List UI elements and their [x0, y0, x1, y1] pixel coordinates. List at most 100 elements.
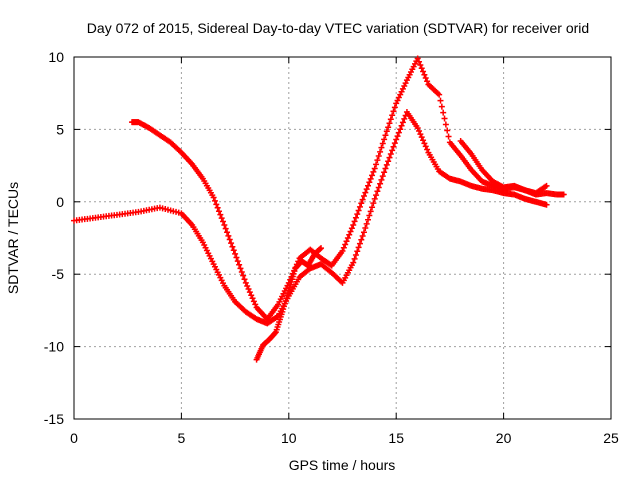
x-tick-label: 20 [496, 430, 512, 446]
y-axis-label: SDTVAR / TECUs [5, 182, 21, 294]
data-point [387, 151, 394, 158]
data-point [543, 182, 550, 189]
data-point [395, 94, 402, 101]
data-point [370, 200, 377, 207]
data-point [226, 236, 233, 243]
data-point [217, 211, 224, 218]
data-point [385, 158, 392, 165]
data-point [401, 82, 408, 89]
data-point [339, 248, 346, 255]
data-point [387, 116, 394, 123]
data-point [374, 157, 381, 164]
data-point [234, 258, 241, 265]
data-point [381, 169, 388, 176]
y-tick-label: 0 [56, 194, 64, 210]
data-point [418, 134, 425, 141]
data-point [398, 88, 405, 95]
data-point [342, 241, 349, 248]
data-point [240, 272, 247, 279]
data-point [390, 108, 397, 115]
data-point [436, 91, 443, 98]
data-point [351, 218, 358, 225]
data-point [360, 229, 367, 236]
data-point [414, 55, 421, 62]
chart-title: Day 072 of 2015, Sidereal Day-to-day VTE… [87, 20, 589, 36]
data-point [211, 197, 218, 204]
data-point [245, 286, 252, 293]
data-point [236, 261, 243, 268]
data-point [389, 147, 396, 154]
data-point [365, 216, 372, 223]
data-point [221, 221, 228, 228]
plot-frame [73, 56, 612, 420]
data-point [369, 172, 376, 179]
data-point [417, 131, 424, 138]
data-point [444, 127, 451, 134]
data-point [421, 71, 428, 78]
data-point [347, 228, 354, 235]
data-point [381, 136, 388, 143]
data-point [395, 129, 402, 136]
data-point [383, 161, 390, 168]
data-point [422, 74, 429, 81]
data-point [358, 236, 365, 243]
data-point [375, 184, 382, 191]
data-point [371, 165, 378, 172]
data-point [374, 188, 381, 195]
data-point [391, 140, 398, 147]
data-point [360, 193, 367, 200]
x-axis-label: GPS time / hours [289, 457, 396, 473]
data-point [378, 176, 385, 183]
data-point [394, 97, 401, 104]
data-point [356, 203, 363, 210]
data-point [242, 279, 249, 286]
data-point [346, 231, 353, 238]
data-point [350, 221, 357, 228]
data-point [367, 175, 374, 182]
data-point [354, 248, 361, 255]
data-point [351, 255, 358, 262]
data-point [366, 179, 373, 186]
data-point [386, 120, 393, 127]
data-point [378, 144, 385, 151]
data-point [424, 78, 431, 85]
data-point [382, 132, 389, 139]
data-point [215, 208, 222, 215]
data-point [379, 173, 386, 180]
x-tick-label: 15 [388, 430, 404, 446]
data-point [373, 192, 380, 199]
data-point [218, 215, 225, 222]
data-point [393, 100, 400, 107]
data-point [391, 104, 398, 111]
data-point [440, 109, 447, 116]
data-point [397, 91, 404, 98]
data-point [442, 121, 449, 128]
y-tick-label: -10 [44, 339, 64, 355]
data-point [358, 200, 365, 207]
data-point [424, 146, 431, 153]
y-tick-label: -15 [44, 411, 64, 427]
data-point [394, 133, 401, 140]
data-point [252, 301, 259, 308]
data-point [241, 276, 248, 283]
data-point [438, 103, 445, 110]
data-point [238, 269, 245, 276]
data-point [354, 211, 361, 218]
data-point [390, 143, 397, 150]
data-point [350, 259, 357, 266]
data-point [250, 298, 257, 305]
data-point [373, 161, 380, 168]
data-point [318, 245, 325, 252]
data-point [348, 225, 355, 232]
data-point [230, 247, 237, 254]
data-point [543, 201, 550, 208]
data-point [340, 244, 347, 251]
y-tick-label: 10 [48, 49, 64, 65]
data-point [399, 85, 406, 92]
data-point [272, 330, 279, 337]
data-point [244, 282, 251, 289]
data-point [382, 165, 389, 172]
data-point [379, 140, 386, 147]
data-point [385, 124, 392, 131]
y-tick-label: 5 [56, 121, 64, 137]
